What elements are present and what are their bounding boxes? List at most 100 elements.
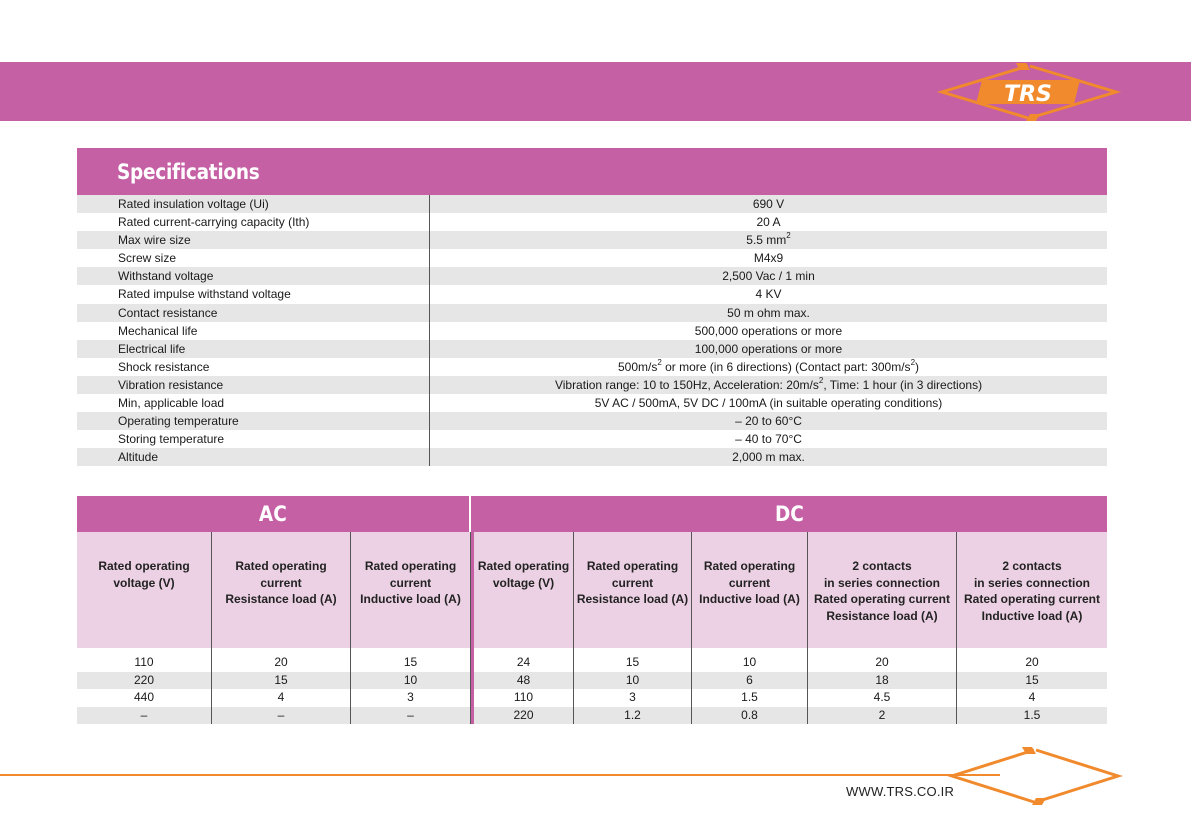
spec-row: Rated impulse withstand voltage 4 KV (77, 285, 1107, 304)
ratings-column-headers: Rated operating voltage (V) Rated operatin… (77, 532, 1107, 648)
column-header-line: Rated operating current (963, 592, 1101, 606)
column-header: 2 contacts in series connection Rated oper… (957, 532, 1107, 648)
spec-value: M4x9 (753, 251, 784, 266)
spacer-cell (212, 648, 351, 654)
column-header-line: Rated operating (586, 559, 679, 573)
column-header: Rated operating current Resistance load (A… (212, 532, 351, 648)
column-header-line: Rated operating current (813, 592, 951, 606)
table-cell: 20 (1025, 655, 1039, 669)
column-header-line: current (389, 575, 432, 590)
spec-value: 4 KV (755, 287, 782, 302)
table-cell: 10 (351, 671, 471, 689)
column-header-line: 2 contacts (1002, 559, 1062, 573)
spec-row: Max wire size 5.5 mm2 (77, 231, 1107, 250)
spec-row: Rated current-carrying capacity (Ith) 20 … (77, 213, 1107, 232)
spec-label: Withstand voltage (77, 267, 430, 286)
spec-value: 500m/s2 or more (in 6 directions) (Conta… (617, 357, 920, 374)
table-cell: 20 (212, 654, 351, 672)
column-header: Rated operating voltage (V) (471, 532, 574, 648)
spec-value: – 40 to 70°C (735, 432, 802, 447)
table-cell: 18 (808, 671, 957, 689)
specifications-title: Specifications (77, 148, 1107, 195)
spacer-cell (574, 648, 692, 654)
ratings-table: AC DC Rated operating voltage (V) Rated op… (77, 496, 1107, 724)
spec-label: Vibration resistance (77, 375, 430, 395)
specifications-table: Specifications Rated insulation voltage … (77, 148, 1107, 467)
table-row: 220 15 10 48 10 6 18 15 (77, 671, 1107, 689)
table-cell: 4 (212, 689, 351, 707)
website-url[interactable]: WWW.TRS.CO.IR (846, 784, 955, 799)
column-header-line: current (260, 575, 302, 590)
column-header: Rated operating current Inductive load (A) (692, 532, 808, 648)
spec-label: Rated impulse withstand voltage (77, 285, 430, 304)
column-header-line: current (611, 575, 654, 590)
table-cell: 3 (574, 689, 692, 707)
spacer-cell (692, 648, 808, 654)
column-header-line: voltage (V) (113, 575, 175, 590)
column-header: Rated operating current Inductive load (A) (351, 532, 471, 648)
column-header: 2 contacts in series connection Rated oper… (808, 532, 957, 648)
footer-line (0, 774, 1000, 776)
column-header-line: Resistance load (A) (225, 592, 337, 606)
column-header-line: Resistance load (A) (576, 592, 689, 606)
spec-label: Shock resistance (77, 357, 430, 376)
spec-row: Electrical life 100,000 operations or mor… (77, 339, 1107, 358)
column-header-line: Inductive load (A) (360, 592, 461, 606)
column-header-line: Rated operating (364, 559, 457, 573)
table-row: – – –220 1.2 0.8 2 1.5 (77, 706, 1107, 724)
spec-value: 690 V (752, 197, 785, 211)
logo-text: TRS (1004, 82, 1052, 107)
table-cell: 15 (351, 654, 471, 672)
table-cell: – (351, 706, 471, 724)
spec-row: Altitude 2,000 m max. (77, 448, 1107, 467)
spec-label: Mechanical life (77, 321, 430, 340)
table-row: 110 20 15 24 15 10 20 20 (77, 654, 1107, 672)
column-header: Rated operating voltage (V) (77, 532, 212, 648)
column-header-line: in series connection (823, 575, 941, 590)
spacer-cell (351, 648, 471, 654)
spec-row: Withstand voltage 2,500 Vac / 1 min (77, 267, 1107, 286)
spec-label: Electrical life (77, 339, 430, 358)
table-cell: 48 (471, 671, 574, 689)
table-cell: 1.5 (692, 689, 808, 707)
spec-label: Max wire size (77, 231, 430, 250)
spec-value: 2,500 Vac / 1 min (722, 269, 815, 284)
spec-value: 20 A (756, 215, 781, 230)
column-header-line: Inductive load (A) (981, 608, 1083, 623)
column-header-line: Rated operating (703, 559, 796, 573)
ratings-group-header: AC DC (77, 496, 1107, 532)
group-ac: AC (77, 496, 469, 532)
column-header-line: voltage (V) (492, 575, 555, 590)
spec-row: Storing temperature – 40 to 70°C (77, 430, 1107, 449)
spec-row: Mechanical life 500,000 operations or mor… (77, 321, 1107, 340)
spec-label: Screw size (77, 249, 430, 268)
column-header-line: Rated operating (235, 559, 327, 573)
table-cell: 110 (471, 689, 574, 707)
table-cell: 15 (1025, 672, 1039, 687)
ratings-spacer (77, 648, 1107, 654)
spacer-cell (471, 648, 574, 654)
spec-value: Vibration range: 10 to 150Hz, Accelerati… (554, 375, 983, 392)
spec-value: – 20 to 60°C (735, 414, 802, 429)
column-header-line: current (728, 575, 771, 590)
table-cell: 3 (351, 689, 471, 707)
spacer-cell (808, 648, 957, 654)
spec-row: Operating temperature – 20 to 60°C (77, 412, 1107, 431)
table-cell: 1.5 (1023, 707, 1041, 722)
table-cell: 110 (77, 654, 212, 672)
table-cell: 4 (1028, 690, 1036, 704)
spec-label: Altitude (77, 448, 430, 467)
spec-row: Vibration resistance Vibration range: 10 … (77, 375, 1107, 395)
spec-value: 100,000 operations or more (694, 341, 843, 356)
column-header-line: 2 contacts (852, 559, 912, 573)
spec-label: Rated current-carrying capacity (Ith) (77, 213, 430, 232)
table-cell: 6 (692, 671, 808, 689)
footer-logo-mark (947, 747, 1123, 805)
table-cell: 10 (692, 654, 808, 672)
table-cell: 0.8 (692, 706, 808, 724)
column-header-line: Resistance load (A) (826, 608, 938, 623)
spec-value: 5V AC / 500mA, 5V DC / 100mA (in suitabl… (594, 396, 943, 411)
column-header-line: Inductive load (A) (699, 592, 800, 606)
spec-label: Contact resistance (77, 303, 430, 322)
table-cell: 15 (212, 671, 351, 689)
